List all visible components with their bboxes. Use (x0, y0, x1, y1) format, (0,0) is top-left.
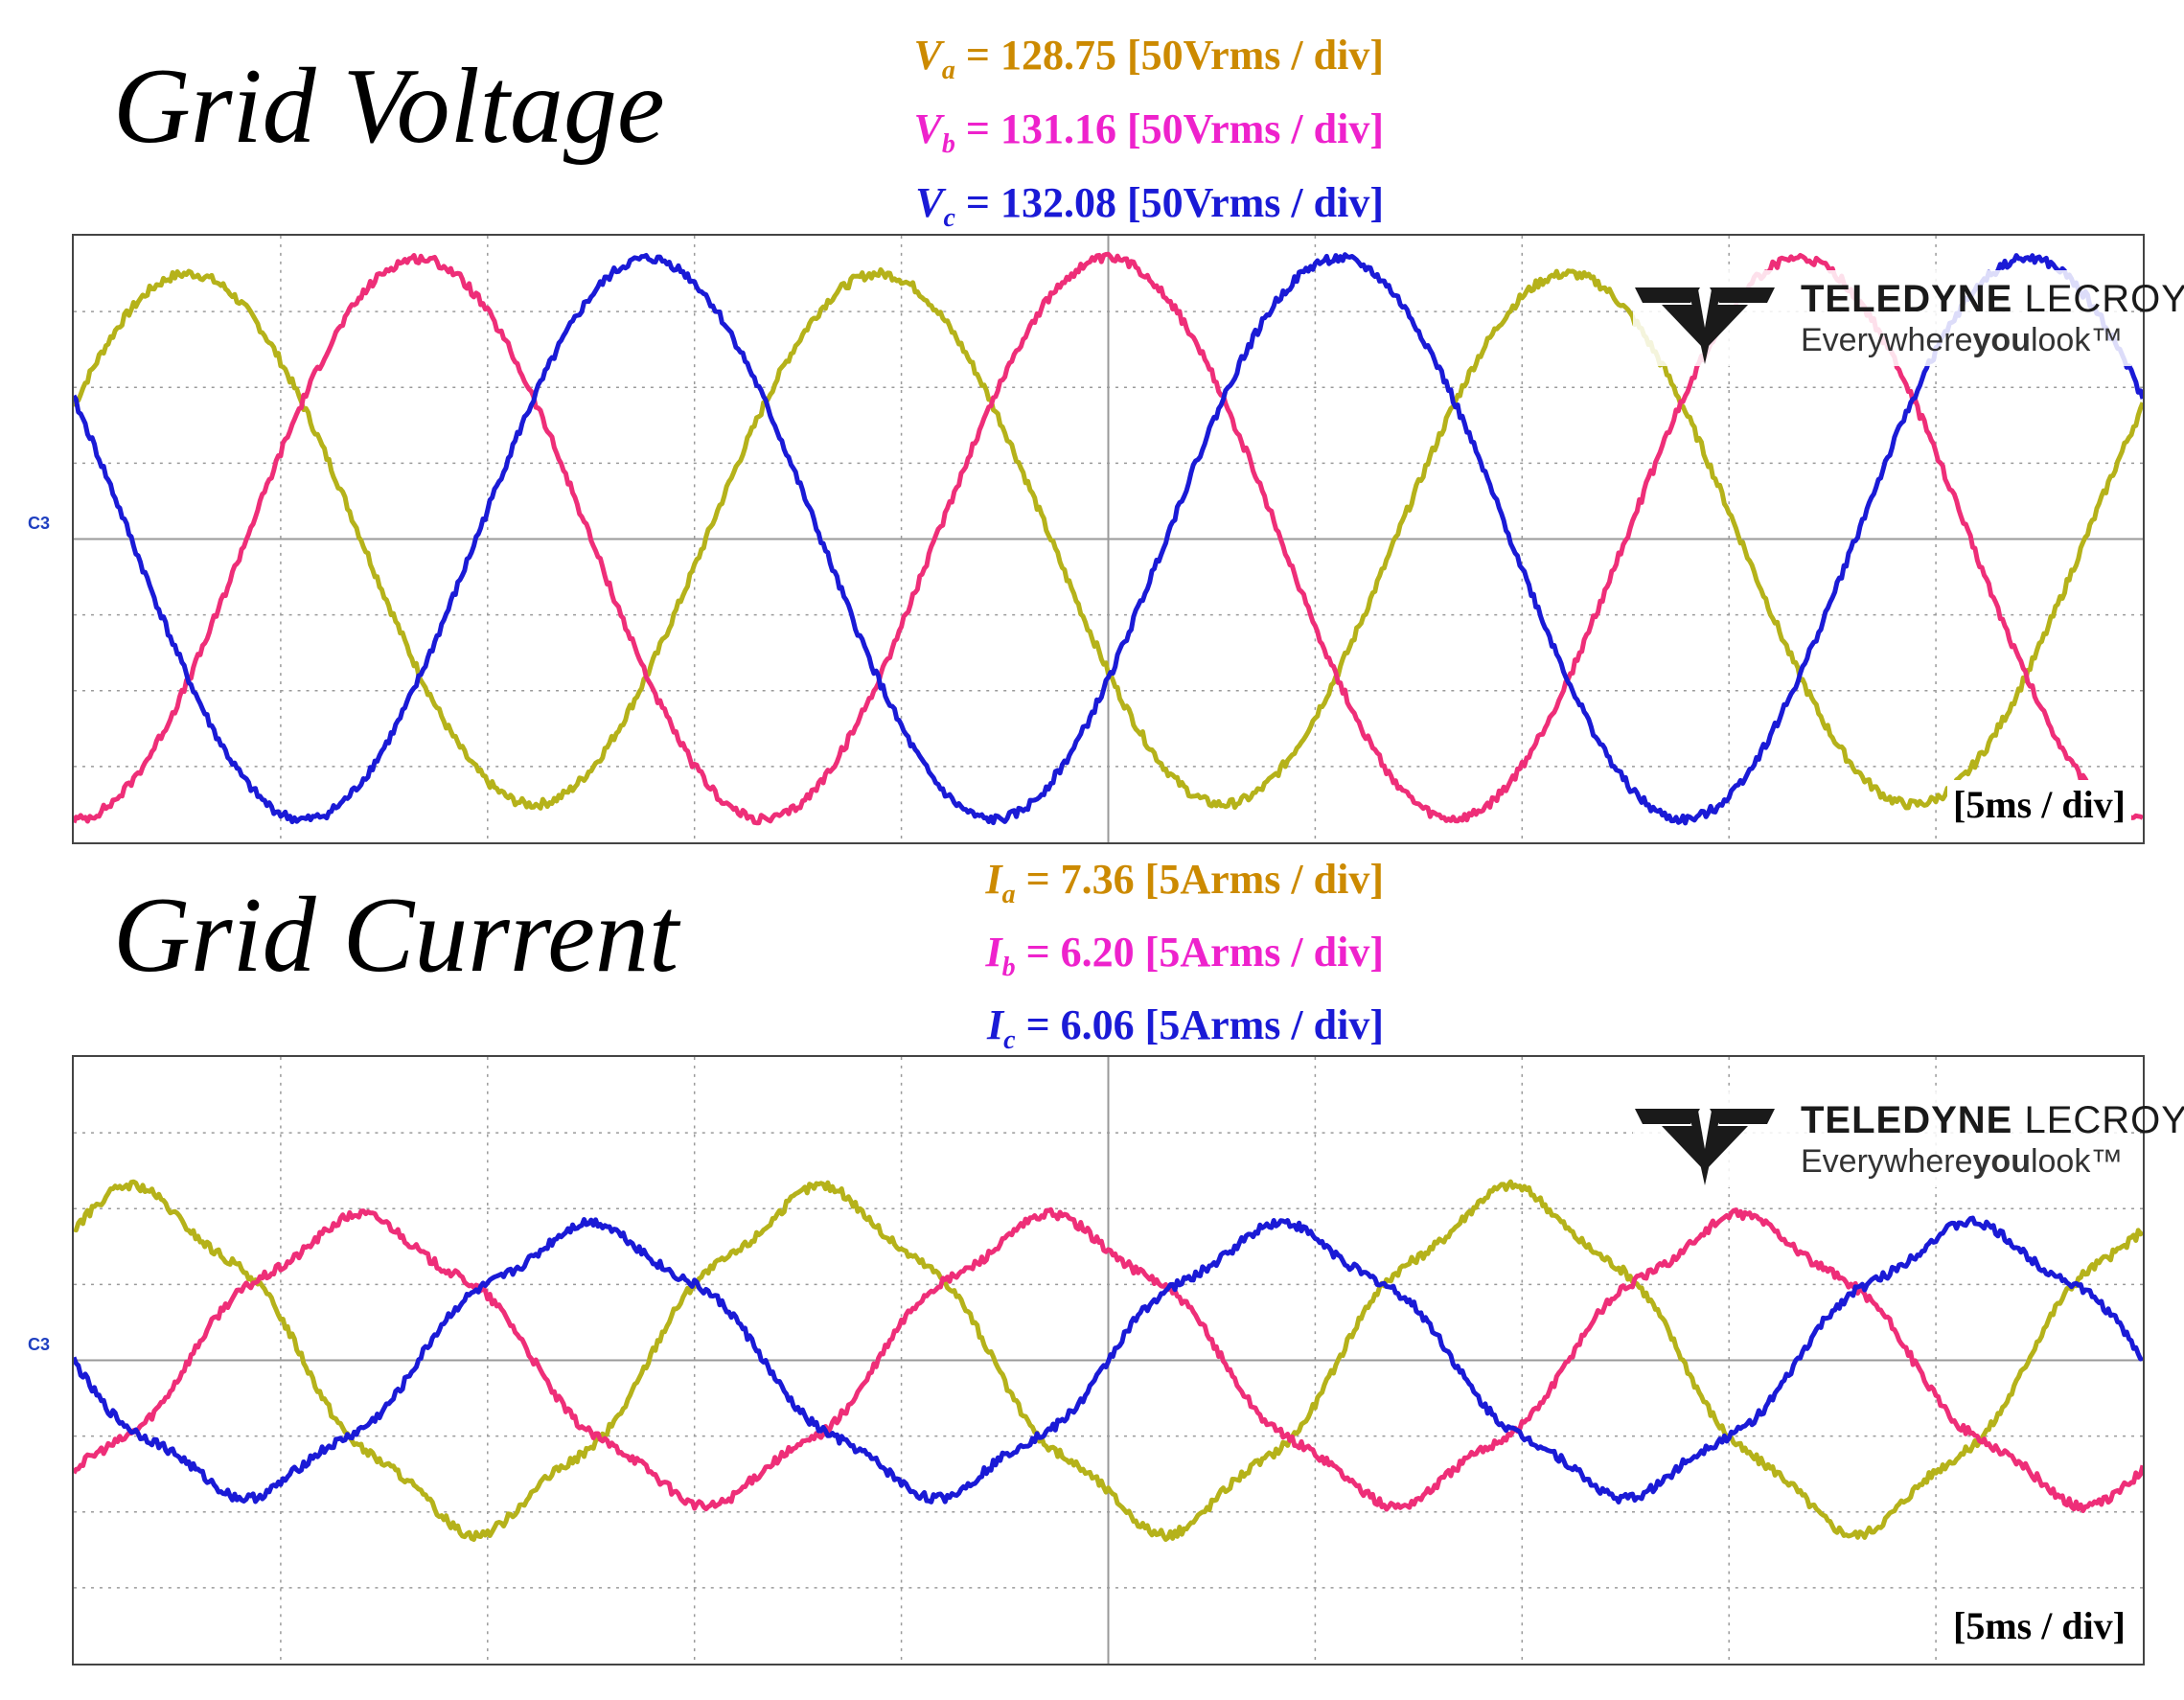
voltage-channel-marker: C3 (28, 514, 51, 533)
trace-Vc (74, 252, 2143, 826)
legend-symbol: V (913, 105, 942, 152)
legend-text: = 128.75 [50Vrms / div] (954, 32, 1384, 79)
legend-sub: c (943, 202, 955, 233)
legend-sub: c (1003, 1024, 1016, 1055)
voltage-legend-c: Vc = 132.08 [50Vrms / div] (915, 182, 1384, 232)
legend-text: = 6.20 [5Arms / div] (1015, 929, 1384, 976)
current-legend-c: Ic = 6.06 [5Arms / div] (987, 1004, 1384, 1054)
tag-part-3: look (2030, 1143, 2091, 1180)
voltage-scope: C3 TELEDYNE LECROY Everywhereyoulook™ [5… (28, 234, 2184, 844)
voltage-brand-logo: TELEDYNE LECROY Everywhereyoulook™ (1633, 270, 2184, 366)
brand-tagline: Everywhereyoulook™ (1801, 1143, 2123, 1181)
tag-part-1: Everywhere (1801, 1143, 1973, 1180)
current-brand-logo: TELEDYNE LECROY Everywhereyoulook™ (1633, 1091, 2184, 1187)
brand-name: TELEDYNE LECROY (1801, 1099, 2184, 1142)
legend-text: = 132.08 [50Vrms / div] (954, 179, 1384, 226)
tag-part-2: you (1972, 1143, 2031, 1180)
legend-symbol: I (987, 1001, 1004, 1048)
teledyne-logo-icon (1635, 1109, 1775, 1185)
tag-tm: ™ (2090, 1143, 2124, 1180)
tag-tm: ™ (2090, 322, 2124, 358)
brand-bold: TELEDYNE (1801, 1099, 2013, 1141)
trace-Ia (74, 1179, 2143, 1543)
current-legend-a: Ia = 7.36 [5Arms / div] (985, 859, 1384, 908)
legend-text: = 7.36 [5Arms / div] (1015, 856, 1384, 903)
brand-bold: TELEDYNE (1801, 278, 2013, 320)
legend-symbol: I (985, 929, 1002, 976)
legend-symbol: V (915, 179, 944, 226)
brand-tagline: Everywhereyoulook™ (1801, 322, 2123, 359)
voltage-plot (74, 236, 2143, 842)
voltage-title: Grid Voltage (113, 47, 665, 166)
voltage-time-scale: [5ms / div] (1947, 780, 2131, 829)
legend-symbol: I (985, 856, 1002, 903)
current-title: Grid Current (113, 876, 679, 995)
voltage-legend-b: Vb = 131.16 [50Vrms / div] (914, 108, 1384, 158)
legend-sub: a (941, 55, 955, 85)
current-plot (74, 1057, 2143, 1664)
tag-part-3: look (2030, 322, 2091, 358)
current-legend-b: Ib = 6.20 [5Arms / div] (985, 931, 1384, 981)
trace-Ib (74, 1206, 2143, 1513)
brand-name: TELEDYNE LECROY (1801, 278, 2184, 321)
legend-sub: b (941, 128, 955, 159)
trace-Vb (74, 251, 2143, 826)
teledyne-logo-icon (1635, 287, 1775, 364)
legend-sub: a (1001, 879, 1016, 909)
legend-sub: b (1001, 952, 1016, 982)
voltage-legend-a: Va = 128.75 [50Vrms / div] (914, 34, 1384, 84)
tag-part-2: you (1972, 322, 2031, 358)
current-channel-marker: C3 (28, 1335, 51, 1354)
trace-Ic (74, 1215, 2143, 1505)
legend-symbol: V (913, 32, 942, 79)
brand-light: LECROY (2024, 1099, 2184, 1141)
legend-text: = 131.16 [50Vrms / div] (954, 105, 1384, 152)
legend-text: = 6.06 [5Arms / div] (1015, 1001, 1384, 1048)
tag-part-1: Everywhere (1801, 322, 1973, 358)
brand-light: LECROY (2024, 278, 2184, 320)
current-scope: C3 TELEDYNE LECROY Everywhereyoulook™ [5… (28, 1055, 2184, 1666)
current-time-scale: [5ms / div] (1947, 1601, 2131, 1650)
